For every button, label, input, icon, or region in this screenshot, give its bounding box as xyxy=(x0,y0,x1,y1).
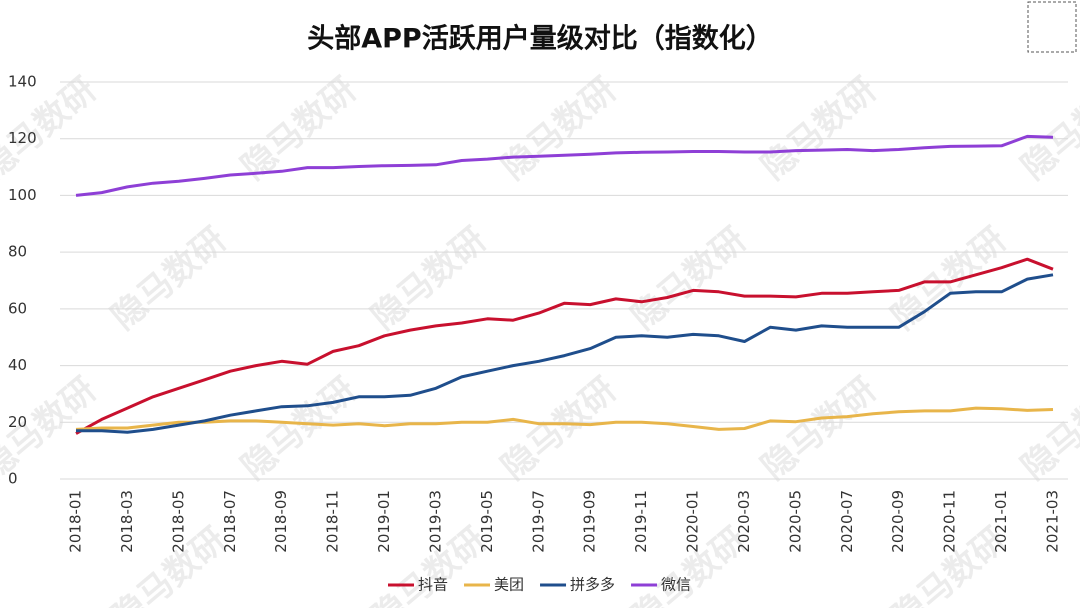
watermark: 隐马数研 xyxy=(624,220,754,338)
series-line xyxy=(75,134,1054,197)
x-tick-label: 2021-03 xyxy=(1044,490,1062,553)
series-line xyxy=(75,406,1054,431)
x-tick-label: 2019-07 xyxy=(529,490,547,553)
y-tick-label: 40 xyxy=(8,356,27,374)
legend-label: 微信 xyxy=(661,576,691,594)
watermark: 隐马数研 xyxy=(1014,70,1080,188)
legend-label: 美团 xyxy=(494,576,524,594)
x-tick-label: 2020-01 xyxy=(684,490,702,553)
chart-title: 头部APP活跃用户量级对比（指数化） xyxy=(307,23,772,55)
legend-label: 拼多多 xyxy=(570,576,615,594)
y-tick-label: 120 xyxy=(8,129,37,147)
y-tick-label: 140 xyxy=(8,73,37,91)
x-tick-label: 2018-09 xyxy=(272,490,290,553)
x-tick-label: 2019-03 xyxy=(426,490,444,553)
x-tick-label: 2019-09 xyxy=(581,490,599,553)
y-tick-label: 100 xyxy=(8,186,37,204)
legend: 抖音 美团 拼多多 微信 xyxy=(388,576,691,594)
series-line xyxy=(75,257,1054,435)
qr-code xyxy=(1027,1,1077,53)
watermark: 隐马数研 xyxy=(1014,370,1080,488)
x-tick-label: 2018-07 xyxy=(221,490,239,553)
x-tick-label: 2019-01 xyxy=(375,490,393,553)
y-tick-label: 0 xyxy=(8,470,18,488)
watermark: 隐马数研 xyxy=(494,370,624,488)
x-tick-label: 2020-09 xyxy=(889,490,907,553)
watermark: 隐马数研 xyxy=(234,370,364,488)
x-tick-label: 2019-11 xyxy=(632,490,650,553)
series-line xyxy=(76,273,1054,434)
x-tick-label: 2018-01 xyxy=(67,490,85,553)
y-tick-label: 80 xyxy=(8,243,27,261)
watermark: 隐马数研 xyxy=(104,220,234,338)
legend-label: 抖音 xyxy=(418,576,448,594)
y-tick-label: 60 xyxy=(8,299,27,317)
x-tick-label: 2018-11 xyxy=(324,490,342,553)
x-tick-label: 2020-11 xyxy=(941,490,959,553)
x-tick-label: 2019-05 xyxy=(478,490,496,553)
y-tick-label: 20 xyxy=(8,413,27,431)
x-tick-label: 2020-05 xyxy=(786,490,804,553)
x-tick-label: 2020-07 xyxy=(838,490,856,553)
x-tick-label: 2020-03 xyxy=(735,490,753,553)
watermark: 隐马数研 xyxy=(754,370,884,488)
watermark: 隐马数研 xyxy=(494,70,624,188)
x-tick-label: 2018-05 xyxy=(169,490,187,553)
x-tick-label: 2021-01 xyxy=(992,490,1010,553)
watermark: 隐马数研 xyxy=(754,70,884,188)
watermark: 隐马数研 xyxy=(884,220,1014,338)
x-tick-label: 2018-03 xyxy=(118,490,136,553)
